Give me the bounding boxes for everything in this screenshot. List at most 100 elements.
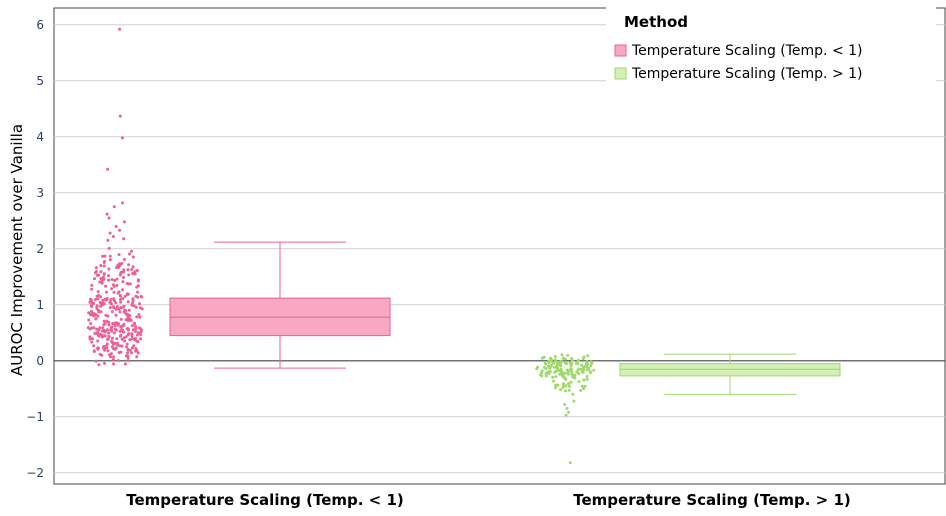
data-point (112, 290, 116, 294)
data-point (117, 262, 121, 266)
data-point (138, 302, 142, 306)
data-point (128, 282, 132, 286)
data-point (126, 351, 130, 355)
data-point (119, 298, 122, 301)
data-point (124, 312, 128, 316)
jitter-points (86, 27, 596, 465)
outlier-point (106, 238, 110, 242)
data-point (553, 386, 557, 390)
data-point (109, 352, 113, 356)
data-point (130, 324, 134, 328)
data-point (94, 266, 98, 270)
data-point (96, 290, 100, 294)
data-point (90, 303, 93, 307)
data-point (108, 258, 112, 262)
data-point (121, 297, 125, 301)
data-point (583, 384, 587, 388)
boxes (169, 241, 841, 395)
data-point (130, 351, 134, 355)
data-point (121, 280, 125, 284)
data-point (570, 373, 574, 377)
data-point (101, 254, 105, 258)
data-point (579, 367, 583, 371)
data-point (89, 297, 92, 301)
data-point (103, 348, 107, 352)
data-point (592, 368, 596, 372)
data-point (109, 302, 113, 306)
data-point (134, 347, 138, 350)
data-point (136, 351, 140, 355)
data-point (123, 362, 127, 366)
data-point (570, 358, 574, 362)
outlier-point (112, 205, 116, 209)
data-point (107, 334, 111, 338)
data-point (137, 331, 140, 335)
data-point (140, 307, 144, 311)
outlier-point (121, 201, 124, 205)
data-point (139, 337, 143, 341)
data-point (111, 358, 115, 361)
data-point (122, 276, 125, 279)
data-point (120, 337, 124, 341)
data-point (109, 355, 112, 359)
data-point (99, 304, 103, 308)
data-point (133, 272, 137, 276)
data-point (582, 366, 585, 369)
data-point (570, 370, 574, 374)
category-label: Temperature Scaling (Temp. < 1) (126, 491, 404, 509)
data-point (560, 374, 564, 378)
data-point (119, 317, 123, 321)
data-point (556, 383, 560, 387)
data-point (135, 285, 139, 289)
data-point (118, 294, 122, 297)
data-point (134, 305, 138, 309)
data-point (566, 370, 570, 374)
data-point (99, 310, 103, 314)
data-point (103, 334, 107, 338)
data-point (112, 331, 116, 335)
data-point (94, 317, 98, 321)
data-point (136, 340, 140, 344)
outlier-point (111, 235, 115, 238)
data-point (127, 332, 131, 336)
data-point (567, 382, 571, 386)
data-point (128, 314, 132, 318)
outlier-point (567, 410, 571, 414)
outlier-point (564, 413, 568, 417)
data-point (125, 345, 128, 349)
legend-swatch (614, 67, 627, 80)
data-point (114, 307, 118, 311)
data-point (569, 364, 573, 368)
data-point (122, 336, 126, 340)
data-point (103, 361, 106, 365)
data-point (575, 370, 579, 374)
data-point (110, 278, 114, 281)
legend-label: Temperature Scaling (Temp. > 1) (631, 66, 863, 82)
data-point (586, 362, 590, 366)
data-point (113, 279, 117, 282)
data-point (90, 340, 94, 344)
data-point (103, 322, 107, 326)
outlier-point (120, 136, 124, 140)
outlier-point (565, 406, 569, 410)
data-point (112, 305, 115, 309)
data-point (92, 349, 96, 353)
data-point (549, 356, 552, 360)
data-point (134, 327, 138, 330)
data-point (112, 347, 116, 351)
data-point (93, 277, 96, 281)
data-point (549, 363, 553, 367)
outlier-point (568, 461, 572, 465)
data-point (558, 362, 562, 366)
data-point (98, 332, 102, 336)
data-point (118, 273, 122, 277)
data-point (122, 268, 126, 272)
data-point (105, 290, 108, 294)
data-point (120, 344, 124, 348)
data-point (582, 355, 586, 359)
outlier-point (114, 224, 118, 228)
data-point (138, 315, 142, 319)
data-point (97, 308, 100, 312)
data-point (95, 331, 99, 335)
data-point (130, 334, 134, 338)
